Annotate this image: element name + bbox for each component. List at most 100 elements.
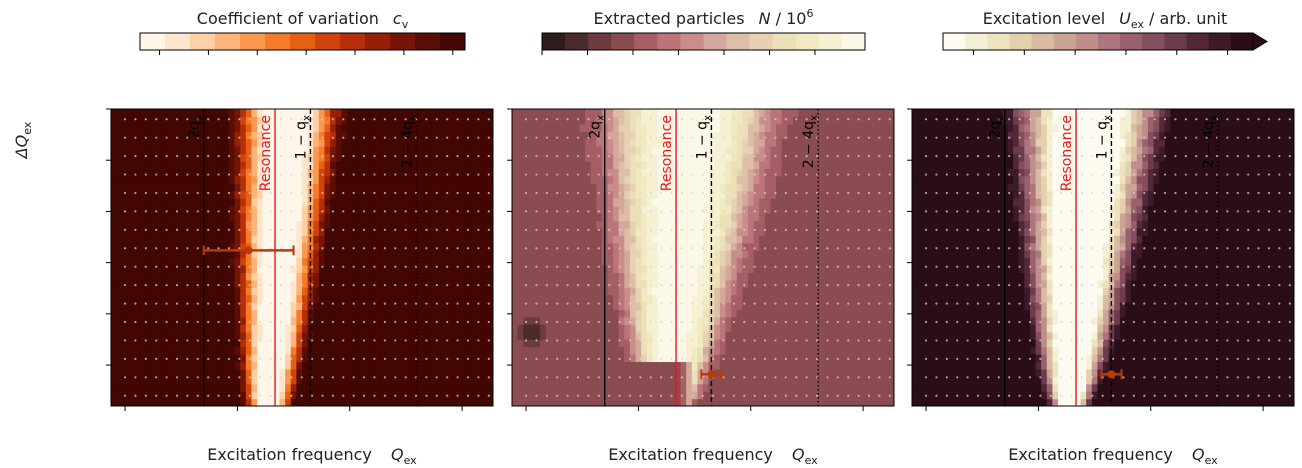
heatmap-cell xyxy=(195,398,202,406)
heatmap-cell xyxy=(703,183,710,192)
heatmap-cell xyxy=(618,376,625,385)
heatmap-cell xyxy=(279,183,286,192)
heatmap-cell xyxy=(607,250,614,259)
heatmap-cell xyxy=(686,190,693,199)
sample-point xyxy=(446,210,449,213)
heatmap-cell xyxy=(212,361,219,370)
heatmap-cell xyxy=(318,279,326,288)
heatmap-cell xyxy=(551,146,558,155)
heatmap-cell xyxy=(607,346,614,355)
heatmap-cell xyxy=(528,109,536,118)
heatmap-cell xyxy=(161,123,168,132)
heatmap-cell xyxy=(629,227,637,236)
heatmap-cell xyxy=(568,316,575,325)
heatmap-cell xyxy=(302,220,309,229)
heatmap-cell xyxy=(523,198,530,207)
heatmap-cell xyxy=(386,279,393,288)
heatmap-cell xyxy=(251,324,258,333)
heatmap-cell xyxy=(459,138,466,147)
heatmap-cell xyxy=(476,235,483,244)
heatmap-cell xyxy=(629,138,637,147)
heatmap-cell xyxy=(178,316,185,325)
heatmap-cell xyxy=(551,294,558,303)
heatmap-cell xyxy=(257,302,264,311)
heatmap-cell xyxy=(318,205,326,214)
heatmap-cell xyxy=(391,264,399,273)
heatmap-cell xyxy=(346,138,354,147)
heatmap-cell xyxy=(646,160,654,169)
heatmap-cell xyxy=(414,116,421,125)
heatmap-cell xyxy=(731,339,738,348)
heatmap-cell xyxy=(268,354,275,363)
heatmap-cell xyxy=(352,368,359,377)
heatmap-cell xyxy=(719,398,727,406)
heatmap-cell xyxy=(212,160,219,169)
heatmap-cell xyxy=(268,242,275,251)
heatmap-cell xyxy=(517,175,524,184)
heatmap-cell xyxy=(476,138,483,147)
heatmap-cell xyxy=(122,227,129,236)
heatmap-cell xyxy=(403,294,410,303)
sample-point xyxy=(259,394,262,397)
heatmap-cell xyxy=(540,116,547,125)
heatmap-cell xyxy=(313,153,320,162)
heatmap-cell xyxy=(414,235,421,244)
heatmap-cell xyxy=(680,227,687,236)
heatmap-cell xyxy=(540,250,547,259)
heatmap-cell xyxy=(313,190,320,199)
heatmap-cell xyxy=(251,361,258,370)
heatmap-cell xyxy=(448,116,455,125)
heatmap-cell xyxy=(658,116,665,125)
heatmap-cell xyxy=(189,146,196,155)
heatmap-cell xyxy=(391,198,399,207)
heatmap-cell xyxy=(646,257,654,266)
heatmap-cell xyxy=(144,294,151,303)
heatmap-cell xyxy=(725,339,732,348)
heatmap-cell xyxy=(470,287,477,296)
heatmap-cell xyxy=(487,316,493,325)
heatmap-cell xyxy=(268,131,275,140)
heatmap-cell xyxy=(245,383,253,392)
sample-point xyxy=(217,265,220,268)
heatmap-cell xyxy=(517,183,524,192)
heatmap-cell xyxy=(251,168,258,177)
heatmap-cell xyxy=(228,160,236,169)
heatmap-cell xyxy=(431,398,438,406)
heatmap-cell xyxy=(139,175,146,184)
heatmap-cell xyxy=(731,324,738,333)
heatmap-cell xyxy=(391,168,399,177)
heatmap-cell xyxy=(189,272,196,281)
sample-point xyxy=(362,302,366,305)
heatmap-cell xyxy=(335,190,342,199)
sample-point xyxy=(196,191,199,195)
heatmap-cell xyxy=(523,138,530,147)
heatmap-cell xyxy=(669,279,676,288)
heatmap-cell xyxy=(290,376,297,385)
sample-point xyxy=(394,339,397,342)
heatmap-cell xyxy=(313,346,320,355)
heatmap-cell xyxy=(680,123,687,132)
heatmap-cell xyxy=(167,376,174,385)
heatmap-cell xyxy=(431,316,438,325)
heatmap-cell xyxy=(686,324,693,333)
heatmap-cell xyxy=(436,339,444,348)
heatmap-cell xyxy=(155,235,163,244)
heatmap-cell xyxy=(111,383,118,392)
heatmap-cell xyxy=(573,264,581,273)
heatmap-cell xyxy=(481,264,488,273)
heatmap-cell xyxy=(397,339,404,348)
heatmap-cell xyxy=(459,205,466,214)
heatmap-cell xyxy=(540,175,547,184)
heatmap-cell xyxy=(391,398,399,406)
heatmap-cell xyxy=(414,316,421,325)
heatmap-cell xyxy=(391,220,399,229)
heatmap-cell xyxy=(352,264,359,273)
heatmap-cell xyxy=(652,153,659,162)
heatmap-cell xyxy=(111,138,118,147)
heatmap-cell xyxy=(658,324,665,333)
heatmap-cell xyxy=(257,279,264,288)
heatmap-cell xyxy=(714,205,721,214)
heatmap-cell xyxy=(517,146,524,155)
heatmap-cell xyxy=(528,160,536,169)
heatmap-cell xyxy=(540,361,547,370)
